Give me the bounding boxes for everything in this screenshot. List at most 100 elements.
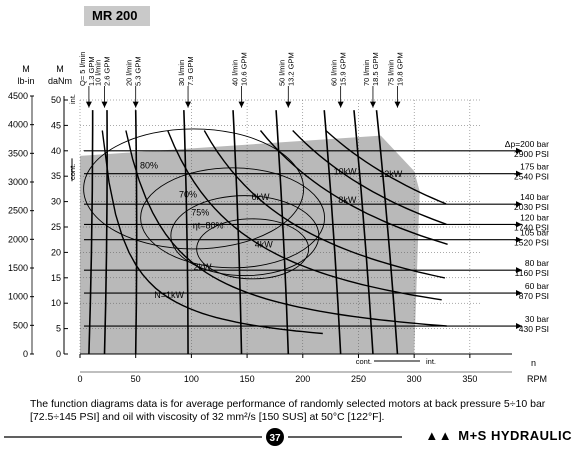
flow-label-lpm: 20 l/min [125,60,134,86]
flow-curve [275,110,290,355]
y-tick-label-lbin: 1500 [8,263,28,273]
pressure-arrow [516,323,522,330]
y-tick-label-lbin: 4500 [8,91,28,101]
pressure-label-psi: 1740 PSI [514,222,549,232]
pressure-label-psi: 870 PSI [519,291,549,301]
power-curve [125,130,447,327]
power-label: 6kW [251,192,270,202]
y-tick-label-lbin: 2000 [8,234,28,244]
flow-label-lpm: 40 l/min [231,60,240,86]
flow-label-gpm: 2.6 GPM [103,56,112,86]
flow-arrow [132,101,139,108]
x-tick-label: 100 [184,374,199,384]
pressure-label-psi: 2030 PSI [514,202,549,212]
y-label-lbin: lb-in [17,76,34,86]
y-tick-label-lbin: 1000 [8,292,28,302]
y-tick-label-danm: 35 [51,171,61,181]
power-curve [325,129,447,205]
brand-logo: ▲▲ M+S HYDRAULIC [425,428,572,443]
y-tick-label-lbin: 3500 [8,148,28,158]
pressure-label-bar: 120 bar [520,212,549,222]
efficiency-curve [196,218,310,280]
efficiency-label: 70% [179,190,197,200]
y-label-danm: daNm [48,76,72,86]
efficiency-curve [83,128,305,250]
y-tick-label-lbin: 500 [13,320,28,330]
x-tick-label: 0 [77,374,82,384]
power-label: 8kW [338,195,357,205]
y-label-m-danm: M [56,64,64,74]
power-curve [101,130,323,335]
power-curve [292,130,447,225]
y-tick-label-danm: 0 [56,349,61,359]
power-label: 12kW [379,169,403,179]
y-tick-label-danm: 10 [51,298,61,308]
pressure-label-psi: 430 PSI [519,324,549,334]
flow-label-gpm: 15.9 GPM [339,52,348,86]
pressure-label-bar: 80 bar [525,258,549,268]
x-axis-label-n: n [531,358,536,368]
continuous-region [80,135,420,354]
flow-arrow [285,101,292,108]
pressure-label-psi: 1160 PSI [515,268,549,278]
pressure-label-bar: 105 bar [520,228,549,238]
flow-curve [134,110,138,355]
flow-label-lpm: 60 l/min [330,60,339,86]
y-tick-label-lbin: 2500 [8,206,28,216]
flow-curve [353,110,374,355]
y-tick-label-danm: 45 [51,120,61,130]
flow-label-lpm: Q= 5 l/min [78,52,87,86]
power-curve [167,130,442,301]
y-tick-label-danm: 40 [51,146,61,156]
power-label: N=1kW [154,290,184,300]
y-tick-label-lbin: 0 [23,349,28,359]
efficiency-label: ηt=80% [193,221,224,231]
flow-arrow [337,101,344,108]
flow-label-gpm: 7.9 GPM [186,56,195,86]
flow-label-lpm: 10 l/min [94,60,103,86]
x-tick-label: 200 [295,374,310,384]
flow-label-gpm: 13.2 GPM [286,52,295,86]
flow-curve [183,110,189,355]
flow-arrow [369,101,376,108]
power-label: 2kW [194,262,213,272]
zone-int-x: int. [426,357,436,366]
y-tick-label-danm: 20 [51,247,61,257]
x-tick-label: 150 [240,374,255,384]
pressure-arrow [516,290,522,297]
y-tick-label-lbin: 3000 [8,177,28,187]
flow-label-lpm: 75 l/min [386,60,395,86]
pressure-label-psi: 2540 PSI [514,172,549,182]
flow-label-gpm: 10.6 GPM [240,52,249,86]
pressure-label-psi: 1520 PSI [514,238,549,248]
flow-label-lpm: 50 l/min [277,60,286,86]
efficiency-label: 75% [191,207,209,217]
flow-label-lpm: 30 l/min [177,60,186,86]
efficiency-curve [170,195,320,277]
flow-label-lpm: 70 l/min [362,60,371,86]
y-label-m-lbin: M [22,64,30,74]
pressure-label-bar: 60 bar [525,281,549,291]
flow-arrow [101,101,108,108]
flow-label-gpm: 1.3 GPM [87,56,96,86]
flow-curve [375,110,399,355]
efficiency-label: 80% [140,161,158,171]
x-tick-label: 350 [462,374,477,384]
pressure-label-bar: Δp=200 bar [505,139,549,149]
y-tick-label-danm: 15 [51,273,61,283]
footnote: The function diagrams data is for averag… [30,398,546,423]
zone-int-y: int. [68,94,77,104]
power-curve [203,130,446,279]
pressure-label-bar: 175 bar [520,162,549,172]
zone-cont-x: cont. [356,357,372,366]
flow-label-gpm: 19.8 GPM [395,52,404,86]
chart-title: MR 200 [84,6,150,26]
y-tick-label-danm: 5 [56,324,61,334]
pressure-label-bar: 30 bar [525,314,549,324]
x-tick-label: 50 [131,374,141,384]
flow-arrow [238,101,245,108]
zone-cont-y: cont. [68,164,77,180]
brand-mark-icon: ▲▲ [425,428,453,443]
y-tick-label-danm: 30 [51,197,61,207]
